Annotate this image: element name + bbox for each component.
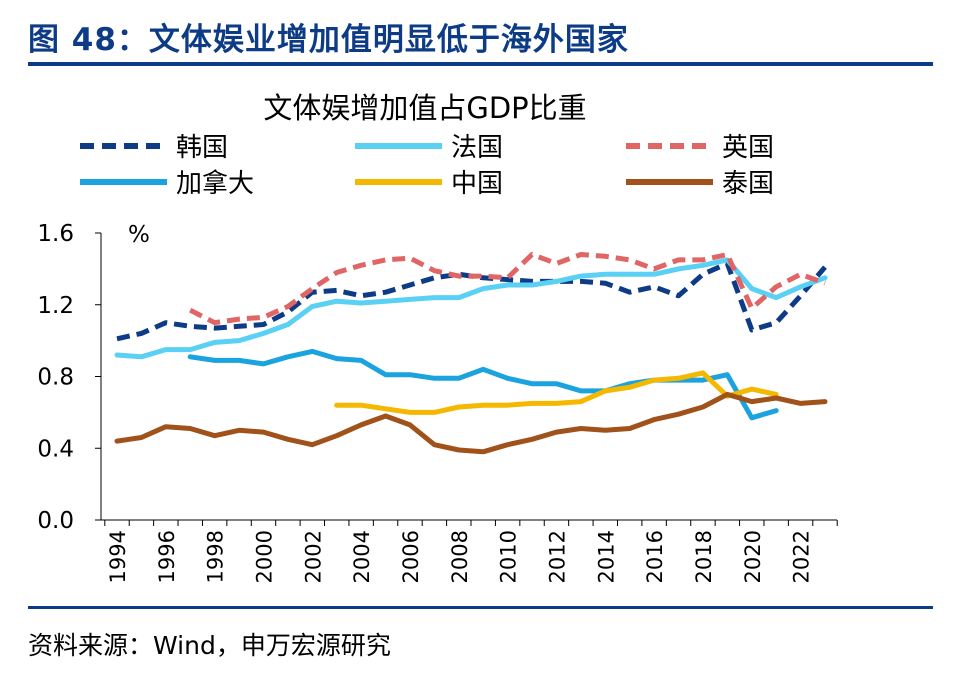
legend-label: 加拿大 [176, 169, 254, 199]
x-tick-label: 2020 [741, 530, 765, 583]
y-tick-label: 0.4 [37, 436, 74, 462]
series-layer [114, 252, 828, 455]
x-tick-label: 2010 [497, 530, 521, 583]
x-tick-label: 1994 [106, 530, 130, 583]
legend-label: 泰国 [722, 169, 774, 199]
title-rule [28, 62, 933, 66]
y-tick-label: 1.2 [37, 293, 74, 319]
series-line [114, 257, 828, 360]
x-tick-label: 2002 [301, 530, 325, 583]
y-tick-label: 0.8 [37, 365, 74, 391]
legend-label: 英国 [722, 133, 774, 163]
footer-rule [28, 606, 933, 609]
legend-label: 中国 [451, 169, 503, 199]
chart-title: 文体娱增加值占GDP比重 [263, 91, 586, 125]
x-tick-label: 2018 [692, 530, 716, 583]
axes: 0.0 0.4 0.8 1.2 1.6 1994 1996 1998 2000 2002 2004 2… [37, 221, 838, 583]
source-note: 资料来源：Wind，申万宏源研究 [28, 631, 391, 660]
y-tick-label: 1.6 [37, 221, 74, 247]
y-unit-label: % [128, 222, 150, 248]
x-tick-label: 2022 [790, 530, 814, 583]
x-tick-label: 2012 [545, 530, 569, 583]
legend-label: 法国 [451, 133, 503, 163]
series-line [187, 348, 779, 421]
series-line [114, 391, 828, 455]
x-tick-label: 2000 [252, 530, 276, 583]
y-tick-label: 0.0 [37, 508, 74, 534]
x-tick-label: 2014 [594, 530, 618, 583]
x-tick-label: 2008 [448, 530, 472, 583]
series-line [189, 252, 826, 326]
figure-title: 图 48：文体娱业增加值明显低于海外国家 [28, 22, 629, 58]
x-tick-label: 2004 [350, 530, 374, 583]
x-tick-label: 1998 [204, 530, 228, 583]
x-tick-label: 1996 [155, 530, 179, 583]
series-line [334, 370, 779, 415]
x-tick-label: 2016 [643, 530, 667, 583]
x-tick-label: 2006 [399, 530, 423, 583]
legend-label: 韩国 [176, 133, 228, 163]
